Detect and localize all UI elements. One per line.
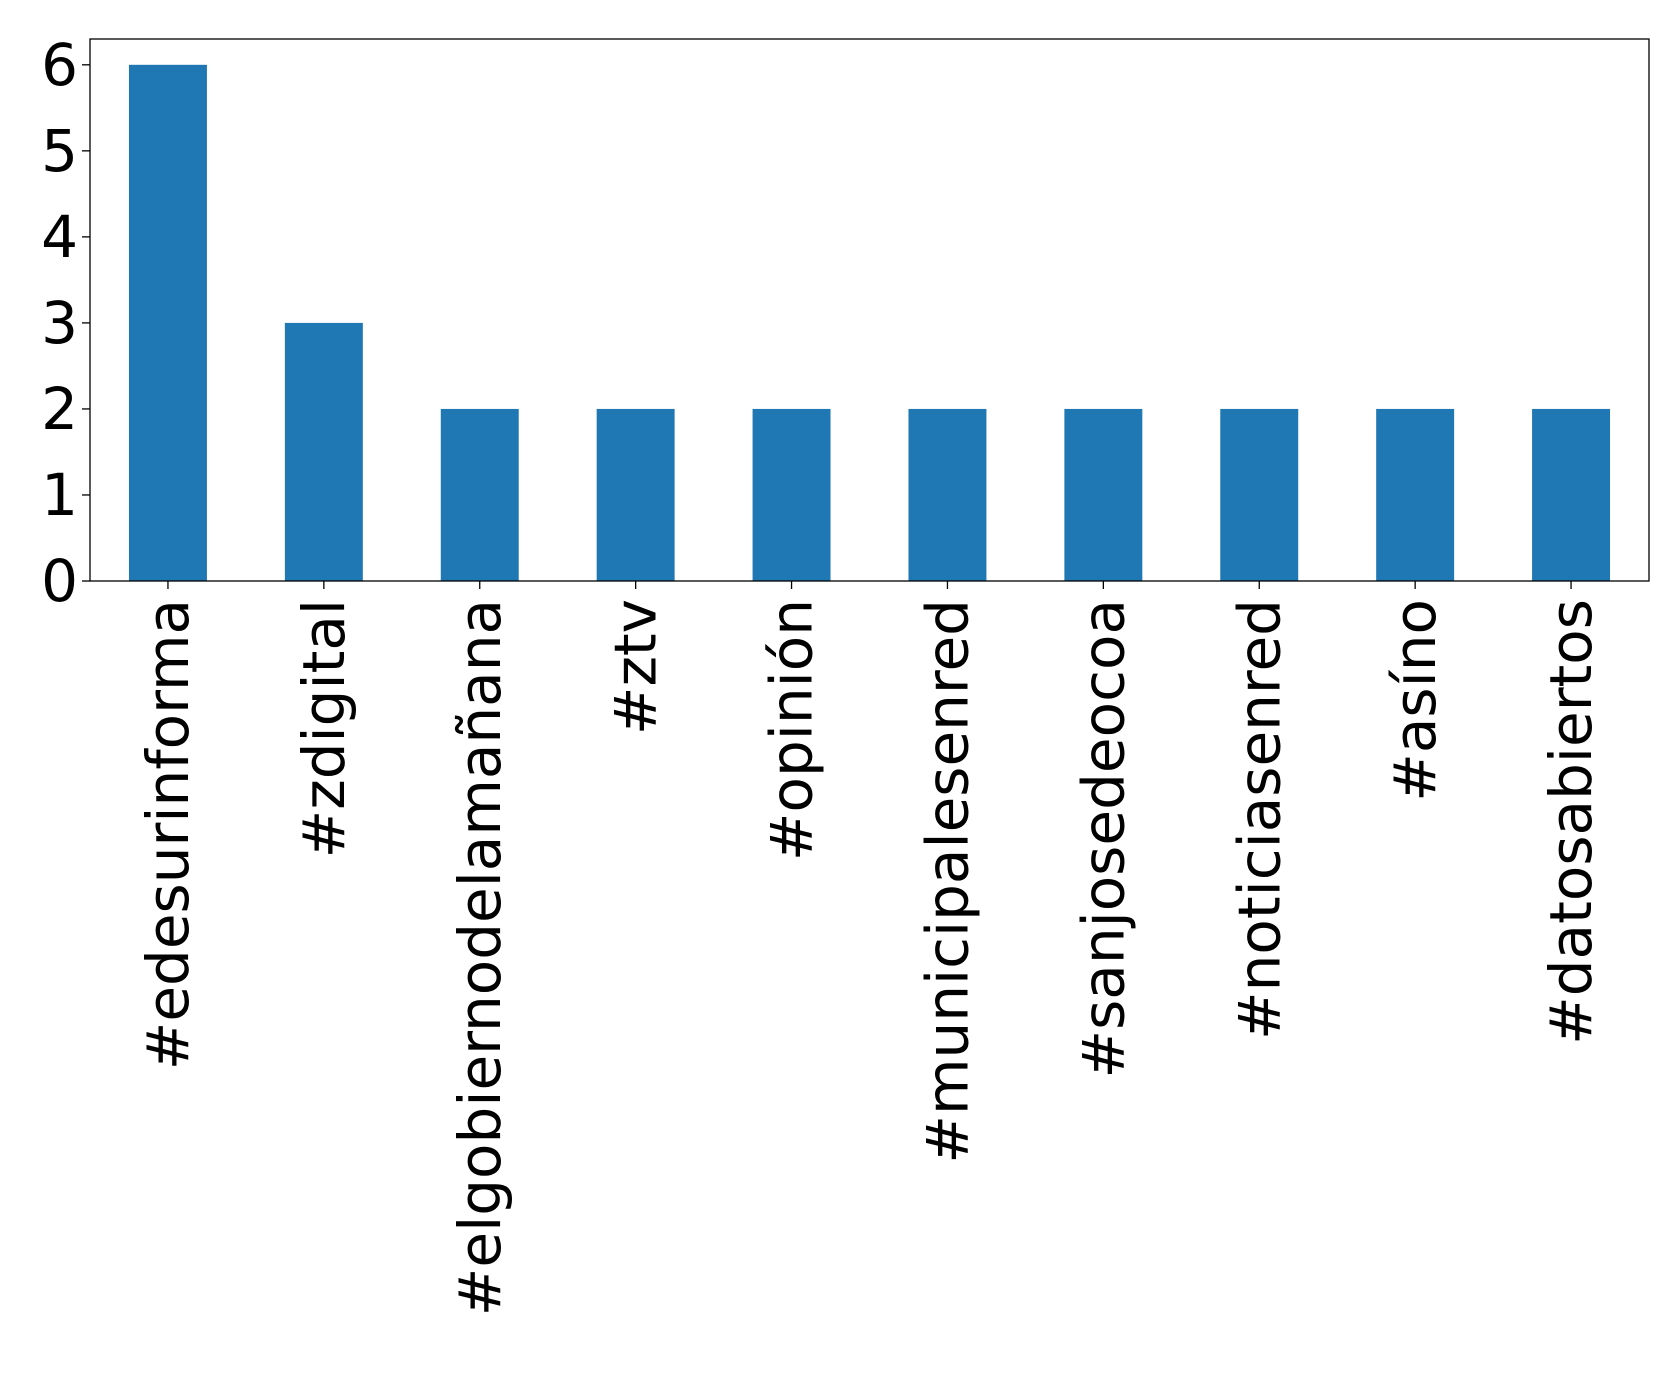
y-tick-label: 0	[41, 547, 78, 615]
x-tick-label: #asíno	[1381, 599, 1449, 802]
x-tick-label: #sanjosedeocoa	[1069, 599, 1137, 1079]
x-tick-label: #zdigital	[290, 599, 358, 858]
x-tick-label: #municipalesenred	[913, 599, 981, 1164]
y-tick-label: 6	[41, 31, 78, 99]
x-axis: #edesurinforma #zdigital #elgobiernodelama…	[134, 581, 1605, 1316]
y-axis: 0 1 2 3 4 5 6	[41, 31, 90, 615]
bar	[752, 408, 831, 581]
x-tick-label: #noticiasenred	[1225, 599, 1293, 1040]
bars-group	[128, 64, 1611, 582]
x-tick-label: #ztv	[602, 599, 670, 735]
plot-frame	[89, 38, 1650, 582]
bar	[128, 64, 207, 582]
x-tick-label: #elgobiernodelamañana	[446, 599, 514, 1316]
bar	[284, 322, 363, 581]
bar	[440, 408, 519, 581]
bar	[908, 408, 987, 581]
bar	[1064, 408, 1143, 581]
bar	[1220, 408, 1299, 581]
bar	[1532, 408, 1611, 581]
y-tick-label: 2	[41, 375, 78, 443]
x-tick-label: #opinión	[758, 599, 826, 861]
bar	[596, 408, 675, 581]
y-tick-label: 1	[41, 461, 78, 529]
y-tick-label: 3	[41, 289, 78, 357]
bar	[1376, 408, 1455, 581]
x-tick-label: #datosabiertos	[1537, 599, 1605, 1045]
y-tick-label: 5	[41, 117, 78, 185]
x-tick-label: #edesurinforma	[134, 599, 202, 1070]
y-tick-label: 4	[41, 203, 78, 271]
